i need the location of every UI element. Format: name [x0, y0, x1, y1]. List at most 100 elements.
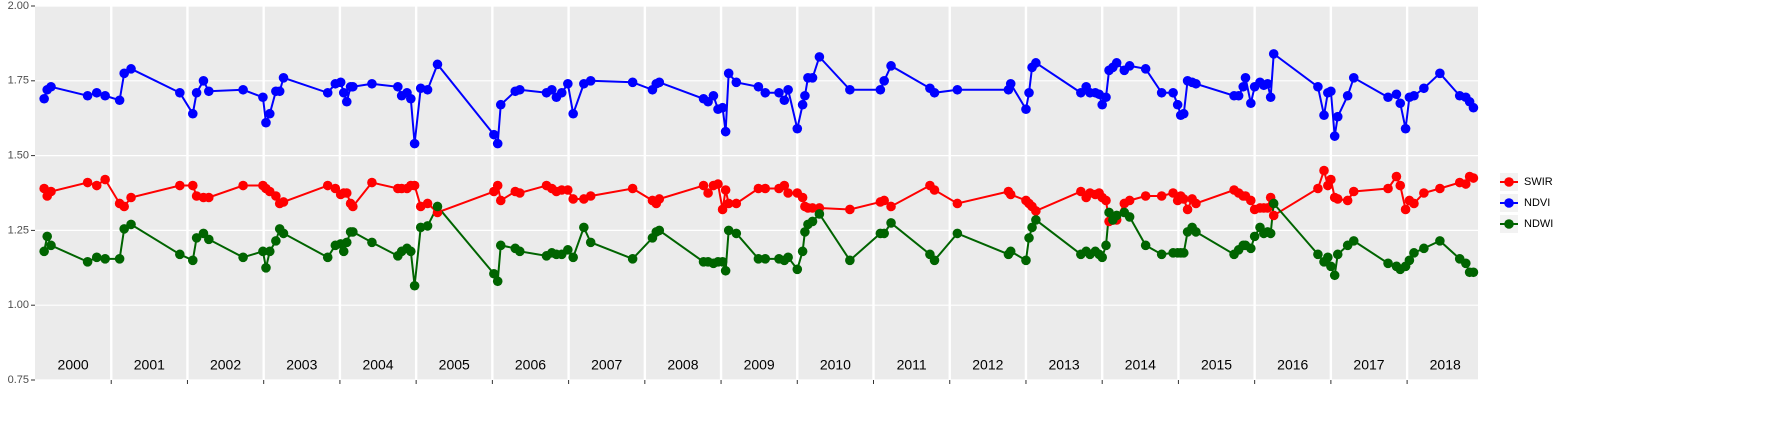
point	[341, 96, 352, 107]
point	[779, 180, 790, 191]
point	[929, 255, 940, 266]
point	[1191, 227, 1201, 237]
point	[1332, 249, 1343, 260]
point	[335, 77, 346, 88]
point	[556, 87, 567, 98]
point	[723, 198, 734, 209]
point	[258, 92, 268, 103]
point	[100, 174, 110, 185]
point	[879, 195, 889, 206]
point	[1348, 236, 1359, 246]
point	[1383, 92, 1393, 103]
point	[568, 194, 578, 204]
point	[797, 246, 808, 257]
point	[1031, 206, 1041, 216]
legend-label: NDWI	[1524, 218, 1553, 230]
year-label: 2013	[1049, 357, 1080, 373]
point	[126, 64, 136, 74]
point	[191, 87, 202, 98]
point	[563, 78, 573, 89]
point	[1140, 191, 1151, 201]
point	[42, 231, 52, 242]
point	[1461, 258, 1471, 269]
year-label: 2011	[897, 357, 927, 373]
point	[119, 68, 129, 79]
point	[1409, 198, 1419, 209]
point	[774, 87, 784, 98]
point	[515, 188, 525, 198]
point	[191, 233, 202, 243]
point	[1024, 87, 1034, 98]
point	[204, 192, 214, 203]
point	[792, 264, 803, 275]
year-label: 2010	[820, 357, 851, 373]
point	[1111, 210, 1122, 221]
point	[341, 237, 352, 248]
point	[261, 117, 271, 128]
point	[886, 61, 896, 71]
point	[1326, 86, 1336, 97]
point	[1005, 246, 1016, 257]
point	[1404, 255, 1415, 266]
point	[204, 234, 214, 245]
point	[492, 180, 503, 191]
point	[717, 257, 728, 267]
point	[929, 185, 940, 195]
point	[114, 254, 125, 264]
point	[338, 87, 349, 98]
point	[278, 228, 289, 239]
point	[271, 236, 281, 246]
point	[797, 192, 808, 203]
y-tick-label: 0.75	[8, 374, 29, 386]
point	[1156, 191, 1167, 201]
y-tick-label: 1.50	[8, 150, 29, 162]
point	[1140, 64, 1151, 74]
point	[409, 138, 420, 149]
point	[1005, 189, 1016, 200]
point	[495, 240, 506, 251]
point	[264, 108, 275, 119]
point	[760, 183, 771, 194]
point	[929, 87, 940, 98]
legend-point	[1504, 198, 1514, 208]
point	[39, 93, 49, 104]
point	[1178, 194, 1189, 204]
legend-label: NDVI	[1524, 197, 1550, 209]
point	[1268, 198, 1279, 209]
point	[278, 73, 289, 83]
point	[952, 198, 963, 209]
point	[1172, 99, 1183, 110]
point	[783, 84, 793, 95]
year-label: 2005	[439, 357, 470, 373]
point	[492, 276, 503, 287]
point	[717, 102, 728, 113]
point	[489, 129, 499, 140]
point	[720, 265, 731, 276]
point	[1268, 210, 1279, 221]
year-label: 2017	[1353, 357, 1384, 373]
point	[563, 185, 573, 195]
point	[952, 84, 963, 95]
year-label: 2012	[972, 357, 1003, 373]
point	[627, 183, 638, 194]
point	[274, 86, 285, 97]
point	[720, 185, 731, 195]
point	[1332, 194, 1343, 204]
point	[654, 77, 665, 88]
point	[814, 52, 825, 62]
point	[731, 77, 742, 88]
point	[258, 246, 268, 257]
point	[322, 87, 333, 98]
point	[114, 95, 125, 106]
point	[879, 228, 889, 239]
point	[46, 81, 56, 92]
point	[814, 209, 825, 219]
point	[39, 246, 49, 257]
point	[489, 268, 499, 279]
point	[1246, 98, 1256, 109]
point	[187, 180, 198, 191]
point	[585, 237, 596, 248]
point	[1419, 243, 1429, 254]
point	[1238, 81, 1249, 92]
point	[1021, 104, 1031, 115]
